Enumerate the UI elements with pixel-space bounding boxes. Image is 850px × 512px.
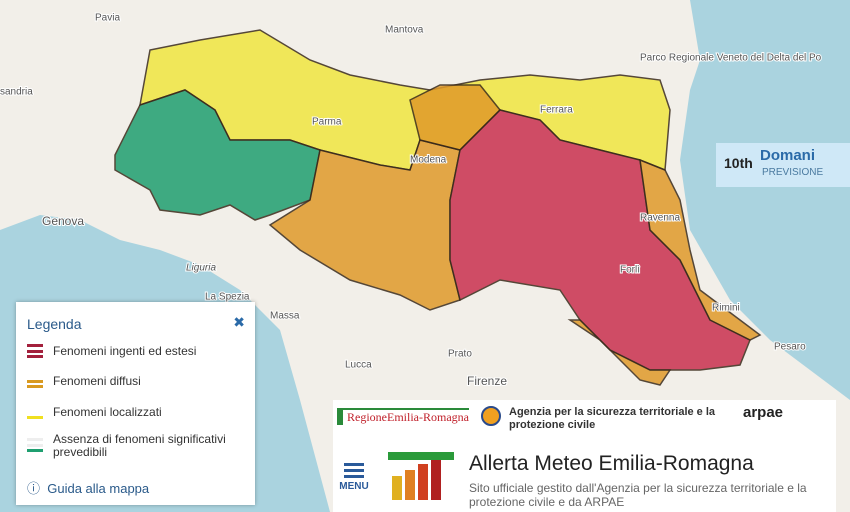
footer: RegioneEmilia-Romagna Agenzia per la sic…	[333, 400, 836, 512]
sea	[680, 0, 850, 400]
agency-icon	[481, 406, 501, 426]
place-label: Pesaro	[774, 342, 806, 353]
legend-label: Fenomeni diffusi	[53, 374, 141, 388]
place-label: Liguria	[186, 263, 216, 274]
place-label: Genova	[42, 214, 84, 228]
place-label: La Spezia	[205, 292, 250, 303]
zone-red[interactable]	[449, 109, 751, 371]
legend-title: Legenda	[27, 316, 82, 332]
legend-label: Assenza di fenomeni significativi preved…	[53, 432, 226, 459]
legend-item: Fenomeni ingenti ed estesi	[27, 344, 196, 358]
legend-item: Assenza di fenomeni significativi preved…	[27, 433, 243, 459]
agency-logo[interactable]: Agenzia per la sicurezza territoriale e …	[509, 406, 716, 431]
date-sublabel: PREVISIONE	[762, 167, 824, 178]
menu-label: MENU	[339, 481, 369, 492]
site-logo	[388, 452, 454, 500]
place-label: Mantova	[385, 25, 424, 36]
zone-orange[interactable]	[639, 158, 762, 341]
place-label: Ferrara	[540, 105, 573, 116]
date-day: 10th	[724, 155, 753, 171]
zone-green[interactable]	[114, 89, 321, 221]
legend-label: Fenomeni ingenti ed estesi	[53, 344, 197, 358]
date-label: Domani	[760, 147, 816, 164]
date-panel[interactable]: 10th Domani PREVISIONE	[716, 143, 850, 187]
place-label: Massa	[270, 311, 300, 322]
place-label: Pavia	[95, 13, 120, 24]
arpae-logo[interactable]: arpae	[743, 404, 784, 421]
site-subtitle: Sito ufficiale gestito dall'Agenzia per …	[469, 481, 807, 509]
place-label: Lucca	[345, 360, 372, 371]
legend-label: Fenomeni localizzati	[53, 405, 162, 419]
legend: Legenda ✖ Fenomeni ingenti ed estesi Fen…	[16, 302, 255, 505]
place-label: Forlì	[620, 265, 640, 276]
place-label: Firenze	[467, 374, 507, 388]
site-title: Allerta Meteo Emilia-Romagna	[469, 452, 754, 475]
place-label: sandria	[0, 87, 33, 98]
place-label: Ravenna	[640, 213, 680, 224]
guide-text: Guida alla mappa	[47, 481, 150, 496]
zone-orange[interactable]	[567, 319, 672, 386]
legend-item: Fenomeni localizzati	[27, 405, 162, 419]
menu-button[interactable]: MENU	[339, 460, 369, 492]
place-label: Parma	[312, 117, 342, 128]
place-label: Prato	[448, 349, 472, 360]
place-label: Parco Regionale Veneto del Delta del Po	[640, 53, 822, 64]
place-label: Modena	[410, 155, 447, 166]
close-button[interactable]: ✖	[233, 314, 245, 330]
guide-link[interactable]: ⓘ Guida alla mappa	[27, 481, 150, 496]
legend-item: Fenomeni diffusi	[27, 374, 141, 388]
place-label: Rimini	[712, 303, 740, 314]
region-logo[interactable]: RegioneEmilia-Romagna	[337, 408, 469, 425]
